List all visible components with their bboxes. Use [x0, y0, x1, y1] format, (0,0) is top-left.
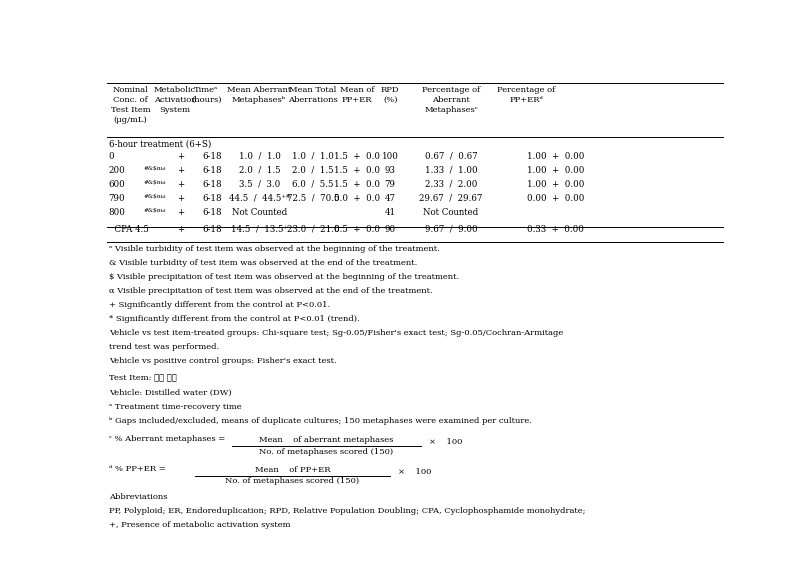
- Text: Not Counted: Not Counted: [232, 208, 287, 217]
- Text: 29.67  /  29.67: 29.67 / 29.67: [419, 194, 483, 203]
- Text: 0.00  +  0.00: 0.00 + 0.00: [527, 194, 584, 203]
- Text: ×    100: × 100: [429, 438, 463, 446]
- Text: + Significantly different from the control at P<0.01.: + Significantly different from the contr…: [108, 301, 330, 309]
- Text: trend test was performed.: trend test was performed.: [108, 342, 218, 350]
- Text: Not Counted: Not Counted: [423, 208, 479, 217]
- Text: #&$αω: #&$αω: [144, 180, 166, 185]
- Text: ×    100: × 100: [398, 468, 431, 476]
- Text: 0.0  +  0.0: 0.0 + 0.0: [334, 194, 380, 203]
- Text: Mean Aberrant
Metaphasesᵇ: Mean Aberrant Metaphasesᵇ: [227, 86, 291, 104]
- Text: Nominal
Conc. of
Test Item
(μg/mL): Nominal Conc. of Test Item (μg/mL): [111, 86, 150, 124]
- Text: Percentage of
Aberrant
Metaphasesᶜ: Percentage of Aberrant Metaphasesᶜ: [421, 86, 480, 114]
- Text: * Significantly different from the control at P<0.01 (trend).: * Significantly different from the contr…: [108, 315, 359, 323]
- Text: 0.67  /  0.67: 0.67 / 0.67: [425, 152, 477, 161]
- Text: 0.33  +  0.00: 0.33 + 0.00: [527, 225, 584, 234]
- Text: Vehicle: Distilled water (DW): Vehicle: Distilled water (DW): [108, 389, 231, 397]
- Text: Vehicle vs test item-treated groups: Chi-square test; Sg-0.05/Fisher's exact tes: Vehicle vs test item-treated groups: Chi…: [108, 329, 563, 337]
- Text: Percentage of
PP+ERᵈ: Percentage of PP+ERᵈ: [497, 86, 555, 104]
- Text: 6-hour treatment (6+S): 6-hour treatment (6+S): [108, 139, 211, 148]
- Text: 1.0  /  1.0: 1.0 / 1.0: [239, 152, 281, 161]
- Text: 47: 47: [384, 194, 396, 203]
- Text: 79: 79: [384, 180, 396, 189]
- Text: +: +: [177, 152, 184, 161]
- Text: 90: 90: [384, 225, 396, 234]
- Text: ᵃ Treatment time-recovery time: ᵃ Treatment time-recovery time: [108, 403, 241, 411]
- Text: 2.0  /  1.5: 2.0 / 1.5: [292, 166, 334, 175]
- Text: 6-18: 6-18: [203, 166, 222, 175]
- Text: +: +: [177, 194, 184, 203]
- Text: 72.5  /  70.5: 72.5 / 70.5: [287, 194, 339, 203]
- Text: 1.00  +  0.00: 1.00 + 0.00: [527, 166, 584, 175]
- Text: 3.5  /  3.0: 3.5 / 3.0: [239, 180, 281, 189]
- Text: 200: 200: [108, 166, 125, 175]
- Text: 790: 790: [108, 194, 125, 203]
- Text: 6-18: 6-18: [203, 180, 222, 189]
- Text: 6.0  /  5.5: 6.0 / 5.5: [292, 180, 334, 189]
- Text: 14.5  /  13.5⁺: 14.5 / 13.5⁺: [231, 225, 288, 234]
- Text: #&$αω: #&$αω: [144, 194, 166, 199]
- Text: 2.0  /  1.5: 2.0 / 1.5: [239, 166, 281, 175]
- Text: 600: 600: [108, 180, 125, 189]
- Text: +: +: [177, 166, 184, 175]
- Text: 1.00  +  0.00: 1.00 + 0.00: [527, 152, 584, 161]
- Text: 93: 93: [385, 166, 396, 175]
- Text: 6-18: 6-18: [203, 208, 222, 217]
- Text: Mean    of aberrant metaphases: Mean of aberrant metaphases: [259, 436, 393, 444]
- Text: +: +: [177, 225, 184, 234]
- Text: 1.5  +  0.0: 1.5 + 0.0: [334, 166, 380, 175]
- Text: RPD
(%): RPD (%): [381, 86, 400, 104]
- Text: No. of metaphases scored (150): No. of metaphases scored (150): [259, 447, 393, 455]
- Text: 23.0  /  21.0: 23.0 / 21.0: [286, 225, 339, 234]
- Text: 44.5  /  44.5⁺*: 44.5 / 44.5⁺*: [229, 194, 290, 203]
- Text: +: +: [177, 180, 184, 189]
- Text: Vehicle vs positive control groups: Fisher's exact test.: Vehicle vs positive control groups: Fish…: [108, 357, 337, 365]
- Text: Mean of
PP+ER: Mean of PP+ER: [340, 86, 375, 104]
- Text: 0.5  +  0.0: 0.5 + 0.0: [334, 225, 380, 234]
- Text: 1.0  /  1.0: 1.0 / 1.0: [292, 152, 334, 161]
- Text: 0: 0: [108, 152, 114, 161]
- Text: CPA 4.5: CPA 4.5: [108, 225, 149, 234]
- Text: Timeᵃ
(hours): Timeᵃ (hours): [191, 86, 222, 104]
- Text: 2.33  /  2.00: 2.33 / 2.00: [425, 180, 477, 189]
- Text: ᵃ Visible turbidity of test item was observed at the beginning of the treatment.: ᵃ Visible turbidity of test item was obs…: [108, 245, 439, 253]
- Text: 1.33  /  1.00: 1.33 / 1.00: [425, 166, 477, 175]
- Text: ᵈ % PP+ER =: ᵈ % PP+ER =: [108, 464, 168, 472]
- Text: PP, Polyploid; ER, Endoreduplication; RPD, Relative Population Doubling; CPA, Cy: PP, Polyploid; ER, Endoreduplication; RP…: [108, 507, 585, 515]
- Text: Test Item: 세신 분말: Test Item: 세신 분말: [108, 375, 176, 383]
- Text: 1.5  +  0.0: 1.5 + 0.0: [334, 152, 380, 161]
- Text: 41: 41: [384, 208, 396, 217]
- Text: +: +: [177, 208, 184, 217]
- Text: & Visible turbidity of test item was observed at the end of the treatment.: & Visible turbidity of test item was obs…: [108, 259, 417, 267]
- Text: #&$αω: #&$αω: [144, 166, 166, 171]
- Text: Mean Total
Aberrations: Mean Total Aberrations: [288, 86, 338, 104]
- Text: α Visible precipitation of test item was observed at the end of the treatment.: α Visible precipitation of test item was…: [108, 287, 432, 295]
- Text: 9.67  /  9.00: 9.67 / 9.00: [425, 225, 477, 234]
- Text: 6-18: 6-18: [203, 152, 222, 161]
- Text: No. of metaphases scored (150): No. of metaphases scored (150): [225, 477, 359, 485]
- Text: 800: 800: [108, 208, 125, 217]
- Text: #&$αω: #&$αω: [144, 208, 166, 213]
- Text: ᵇ Gaps included/excluded, means of duplicate cultures; 150 metaphases were exami: ᵇ Gaps included/excluded, means of dupli…: [108, 417, 532, 425]
- Text: Abbreviations: Abbreviations: [108, 493, 167, 501]
- Text: 6-18: 6-18: [203, 225, 222, 234]
- Text: 6-18: 6-18: [203, 194, 222, 203]
- Text: 1.5  +  0.0: 1.5 + 0.0: [334, 180, 380, 189]
- Text: ᶜ % Aberrant metaphases =: ᶜ % Aberrant metaphases =: [108, 435, 227, 443]
- Text: Metabolic
Activation
System: Metabolic Activation System: [154, 86, 197, 114]
- Text: $ Visible precipitation of test item was observed at the beginning of the treatm: $ Visible precipitation of test item was…: [108, 273, 459, 281]
- Text: 1.00  +  0.00: 1.00 + 0.00: [527, 180, 584, 189]
- Text: 100: 100: [382, 152, 399, 161]
- Text: Mean    of PP+ER: Mean of PP+ER: [255, 466, 330, 474]
- Text: +, Presence of metabolic activation system: +, Presence of metabolic activation syst…: [108, 521, 290, 529]
